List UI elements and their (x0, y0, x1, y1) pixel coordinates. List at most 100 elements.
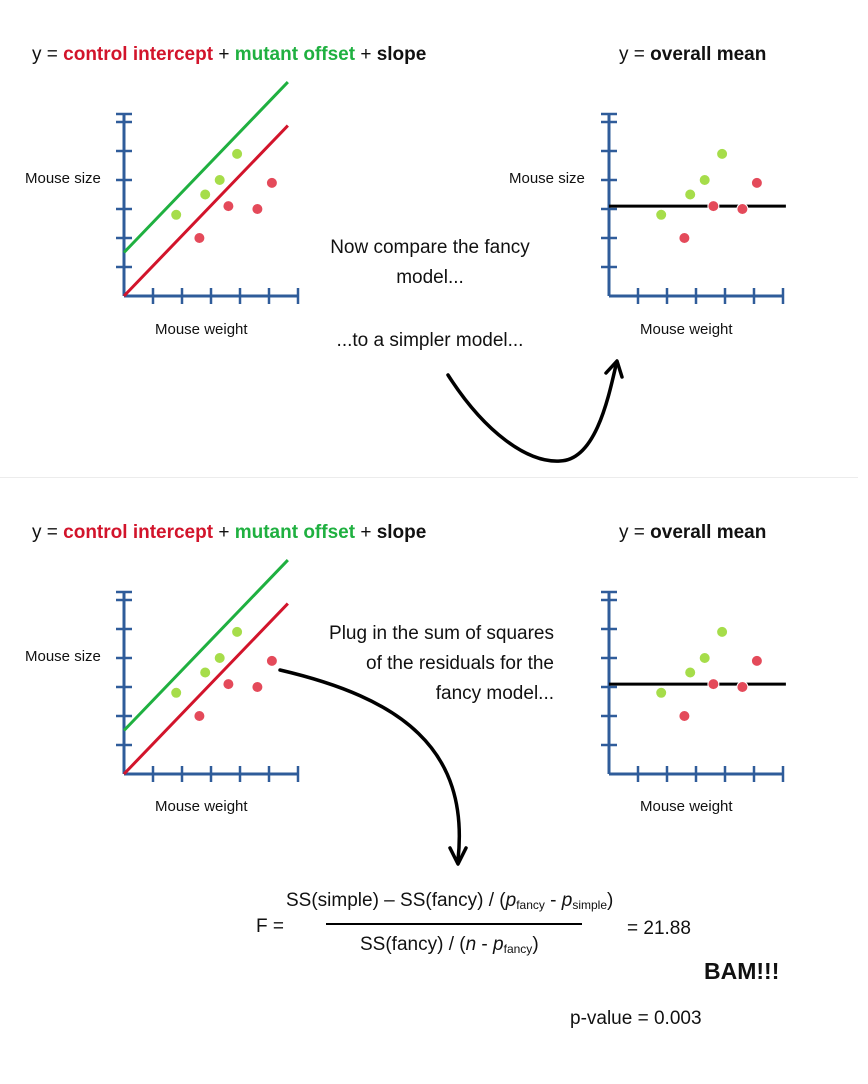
mutant-data-point (170, 686, 183, 699)
simple-model-scatter-plot (601, 112, 786, 304)
p-symbol: p (561, 890, 573, 911)
mutant-data-point (716, 625, 729, 638)
x-axis-label: Mouse weight (155, 798, 248, 815)
mutant-data-point (684, 188, 697, 201)
eq-prefix: y = (32, 522, 64, 543)
simple-model-equation: y = overall mean (619, 44, 766, 66)
eq-prefix: y = (619, 522, 651, 543)
control-data-point (222, 200, 235, 213)
bottom-panel: y = control intercept + mutant offset + … (0, 478, 858, 1084)
top-panel: y = control intercept + mutant offset + … (0, 0, 858, 478)
control-data-point (251, 203, 264, 215)
plus-sign: + (213, 44, 235, 65)
overall-mean-term: overall mean (650, 44, 767, 65)
simpler-caption: ...to a simpler model... (336, 330, 524, 351)
fraction-bar (326, 923, 582, 925)
control-data-point (678, 232, 691, 244)
panel-divider (0, 477, 858, 478)
plus-sign: + (355, 44, 377, 65)
close-paren: ) (532, 934, 539, 955)
x-axis-label: Mouse weight (640, 798, 733, 815)
p-value: p-value = 0.003 (570, 1008, 702, 1029)
subscript-fancy: fancy (503, 942, 533, 956)
control-data-point (750, 176, 763, 189)
y-axis-label: Mouse size (25, 170, 101, 187)
control-data-point (707, 678, 720, 691)
denominator-text: SS(fancy) / ( (360, 934, 466, 955)
caption-line: Plug in the sum of squares (329, 623, 554, 644)
mutant-data-point (213, 652, 226, 664)
y-axis-label: Mouse size (25, 648, 101, 665)
control-data-point (265, 176, 278, 189)
compare-caption: Now compare the fancy model... (300, 233, 560, 293)
formula-denominator: SS(fancy) / (n - pfancy) (360, 934, 539, 956)
control-data-point (736, 681, 749, 693)
eq-prefix: y = (32, 44, 64, 65)
control-data-point (707, 200, 720, 213)
y-axis-label: Mouse size (509, 170, 585, 187)
plus-sign: + (355, 522, 377, 543)
curved-arrow-icon (278, 668, 468, 866)
control-data-point (251, 681, 264, 693)
p-symbol: p (493, 934, 504, 955)
control-data-point (193, 232, 206, 244)
overall-mean-term: overall mean (650, 522, 767, 543)
mutant-data-point (170, 208, 183, 221)
simple-model-scatter-plot (601, 590, 786, 782)
caption-line: fancy model... (435, 683, 554, 704)
formula-numerator: SS(simple) – SS(fancy) / (pfancy - psimp… (286, 890, 613, 912)
mutant-fit-line (122, 81, 289, 254)
minus-sign: - (476, 934, 494, 955)
subscript-simple: simple (572, 898, 608, 912)
control-data-point (678, 710, 691, 722)
f-statistic-lhs: F = (256, 916, 284, 937)
close-paren: ) (607, 890, 614, 911)
eq-prefix: y = (619, 44, 651, 65)
bam-exclamation: BAM!!! (704, 958, 780, 984)
fancy-model-scatter-plot (116, 81, 300, 304)
control-intercept-term: control intercept (63, 44, 214, 65)
mutant-data-point (231, 625, 244, 638)
slope-term: slope (376, 522, 427, 543)
mutant-data-point (698, 174, 711, 186)
mutant-data-point (199, 666, 212, 679)
p-symbol: p (505, 890, 517, 911)
mutant-data-point (716, 147, 729, 160)
curved-arrow-icon (446, 359, 624, 463)
mutant-data-point (684, 666, 697, 679)
x-axis-label: Mouse weight (640, 321, 733, 338)
caption-line: model... (396, 267, 464, 288)
control-data-point (193, 710, 206, 722)
control-data-point (750, 654, 763, 667)
numerator-text: SS(simple) – SS(fancy) / ( (286, 890, 506, 911)
caption-line: Now compare the fancy (330, 237, 530, 258)
mutant-data-point (655, 208, 668, 221)
n-symbol: n (465, 934, 477, 955)
x-axis-label: Mouse weight (155, 321, 248, 338)
mutant-data-point (231, 147, 244, 160)
control-fit-line (122, 124, 289, 298)
subscript-fancy: fancy (516, 898, 545, 912)
mutant-offset-term: mutant offset (234, 44, 356, 65)
control-intercept-term: control intercept (63, 522, 214, 543)
simple-model-equation: y = overall mean (619, 522, 766, 544)
minus-sign: - (544, 890, 562, 911)
control-data-point (222, 678, 235, 691)
fancy-model-equation: y = control intercept + mutant offset + … (32, 44, 426, 66)
mutant-data-point (655, 686, 668, 699)
f-statistic-result: = 21.88 (627, 918, 691, 939)
mutant-offset-term: mutant offset (234, 522, 356, 543)
mutant-data-point (199, 188, 212, 201)
fancy-model-equation: y = control intercept + mutant offset + … (32, 522, 426, 544)
plug-in-caption: Plug in the sum of squares of the residu… (290, 619, 554, 709)
mutant-data-point (213, 174, 226, 186)
control-fit-line (122, 602, 289, 776)
mutant-fit-line (122, 559, 289, 732)
mutant-data-point (698, 652, 711, 664)
control-data-point (736, 203, 749, 215)
fancy-model-scatter-plot (116, 559, 300, 782)
plus-sign: + (213, 522, 235, 543)
slope-term: slope (376, 44, 427, 65)
control-data-point (265, 654, 278, 667)
caption-line: of the residuals for the (366, 653, 554, 674)
